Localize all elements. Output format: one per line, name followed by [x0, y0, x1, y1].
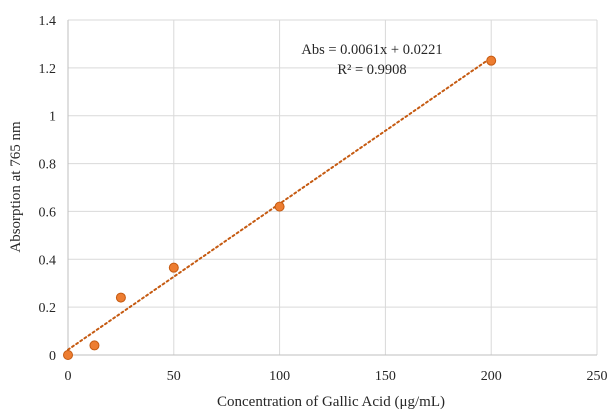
- y-tick-label: 1.4: [39, 14, 57, 29]
- x-tick-label: 200: [481, 369, 502, 384]
- y-tick-label: 1.2: [39, 62, 57, 77]
- y-tick-labels: 0 0.2 0.4 0.6 0.8 1 1.2 1.4: [39, 14, 57, 364]
- x-tick-label: 0: [65, 369, 72, 384]
- data-point: [115, 292, 126, 303]
- x-tick-label: 100: [269, 369, 290, 384]
- y-tick-label: 0.2: [39, 301, 57, 316]
- data-point: [168, 262, 179, 273]
- trendline-equation: Abs = 0.0061x + 0.0221: [301, 42, 442, 58]
- x-tick-label: 250: [587, 369, 608, 384]
- data-point: [89, 340, 100, 351]
- x-tick-label: 150: [375, 369, 396, 384]
- data-points: [63, 55, 497, 360]
- gridlines: [68, 19, 598, 355]
- y-tick-label: 0.4: [39, 253, 57, 268]
- y-tick-label: 0: [49, 349, 56, 364]
- y-axis-title: Absorption at 765 nm: [8, 121, 24, 253]
- y-tick-label: 1: [49, 110, 56, 125]
- x-tick-labels: 0 50 100 150 200 250: [65, 369, 608, 384]
- y-tick-label: 0.8: [39, 158, 57, 173]
- r-squared-label: R² = 0.9908: [337, 62, 406, 78]
- data-point: [63, 350, 73, 360]
- y-tick-label: 0.6: [39, 205, 57, 220]
- x-axis-title: Concentration of Gallic Acid (μg/mL): [217, 394, 445, 410]
- axes: [67, 20, 597, 356]
- x-tick-label: 50: [167, 369, 181, 384]
- data-point: [274, 201, 285, 212]
- data-point: [486, 55, 497, 66]
